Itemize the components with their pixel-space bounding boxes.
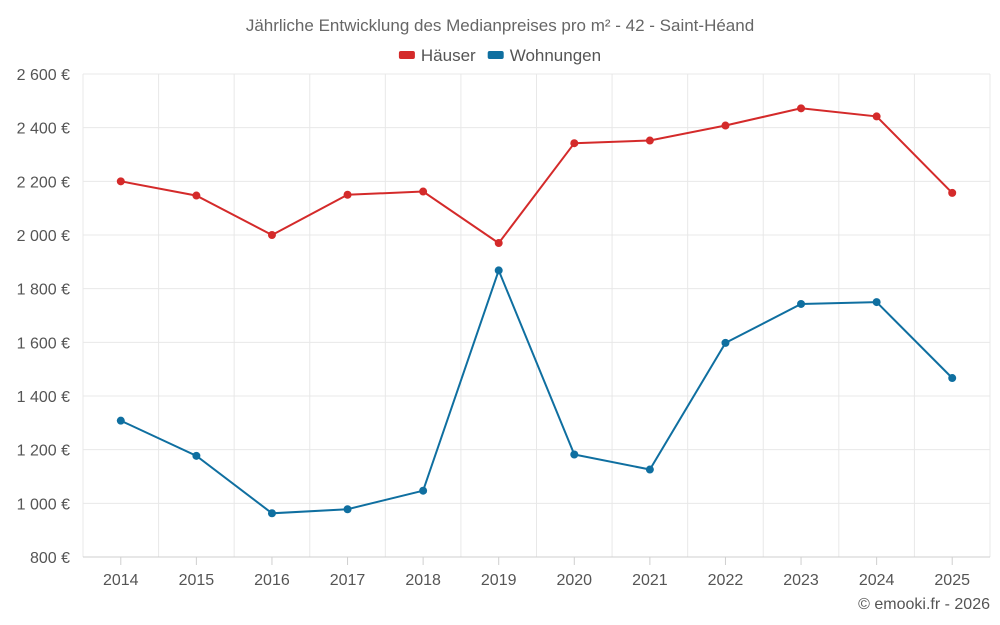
data-point-haeuser — [872, 112, 881, 121]
data-point-haeuser — [494, 239, 503, 248]
data-point-haeuser — [267, 231, 276, 239]
data-point-wohnungen — [797, 299, 806, 308]
y-tick-label: 1 800 € — [17, 282, 70, 299]
data-point-haeuser — [570, 139, 579, 148]
legend-item-wohnungen: Wohnungen — [487, 46, 601, 65]
data-point-wohnungen — [343, 505, 352, 514]
legend-label: Häuser — [421, 46, 476, 65]
y-tick-label: 1 600 € — [17, 335, 70, 352]
x-tick-label: 2016 — [254, 572, 290, 589]
data-point-wohnungen — [872, 298, 881, 307]
x-tick-label: 2020 — [556, 572, 592, 589]
data-point-haeuser — [645, 136, 654, 145]
x-tick-label: 2015 — [179, 572, 215, 589]
credit-text: © emooki.fr - 2026 — [858, 596, 990, 613]
y-tick-label: 1 400 € — [17, 389, 70, 406]
y-tick-label: 2 200 € — [17, 174, 70, 191]
data-point-haeuser — [797, 104, 806, 113]
x-tick-label: 2019 — [481, 572, 517, 589]
data-point-wohnungen — [494, 266, 503, 275]
y-tick-label: 1 000 € — [17, 496, 70, 513]
series-line-haeuser — [120, 107, 953, 245]
x-axis: 2014 2015 2016 2017 2018 2019 2020 2021 2022 2023… — [83, 556, 990, 589]
legend-swatch — [487, 51, 504, 59]
x-tick-label: 2021 — [632, 572, 668, 589]
chart-title: Jährliche Entwicklung des Medianpreises … — [246, 16, 754, 35]
x-tick-label: 2018 — [405, 572, 441, 589]
data-point-wohnungen — [645, 465, 654, 474]
y-tick-label: 2 600 € — [17, 67, 70, 84]
legend: Häuser Wohnungen — [398, 46, 601, 65]
x-tick-label: 2025 — [934, 572, 970, 589]
x-tick-label: 2017 — [330, 572, 366, 589]
series-line-wohnungen — [120, 267, 953, 515]
x-tick-label: 2023 — [783, 572, 819, 589]
legend-swatch — [398, 51, 415, 59]
y-tick-label: 2 000 € — [17, 228, 70, 245]
data-point-haeuser — [721, 121, 730, 130]
data-point-haeuser — [419, 187, 428, 196]
data-point-wohnungen — [570, 450, 579, 459]
y-axis: 800 € 1 000 € 1 200 € 1 400 € 1 600 € 1 800 €… — [17, 67, 70, 567]
series-group — [116, 104, 957, 518]
data-point-haeuser — [948, 188, 957, 197]
data-point-wohnungen — [192, 451, 201, 460]
data-point-wohnungen — [267, 509, 276, 518]
y-tick-label: 2 400 € — [17, 121, 70, 138]
x-tick-label: 2024 — [859, 572, 895, 589]
y-tick-label: 1 200 € — [17, 443, 70, 460]
data-point-haeuser — [343, 190, 352, 199]
data-point-haeuser — [192, 191, 201, 200]
data-point-wohnungen — [948, 374, 957, 383]
x-tick-label: 2014 — [103, 572, 139, 589]
data-point-wohnungen — [721, 338, 730, 347]
y-tick-label: 800 € — [30, 550, 70, 567]
legend-label: Wohnungen — [510, 46, 601, 65]
x-tick-label: 2022 — [708, 572, 744, 589]
data-point-wohnungen — [419, 486, 428, 495]
legend-item-haeuser: Häuser — [398, 46, 476, 65]
grid-lines — [82, 73, 991, 557]
data-point-wohnungen — [116, 416, 125, 425]
data-point-haeuser — [116, 177, 125, 186]
